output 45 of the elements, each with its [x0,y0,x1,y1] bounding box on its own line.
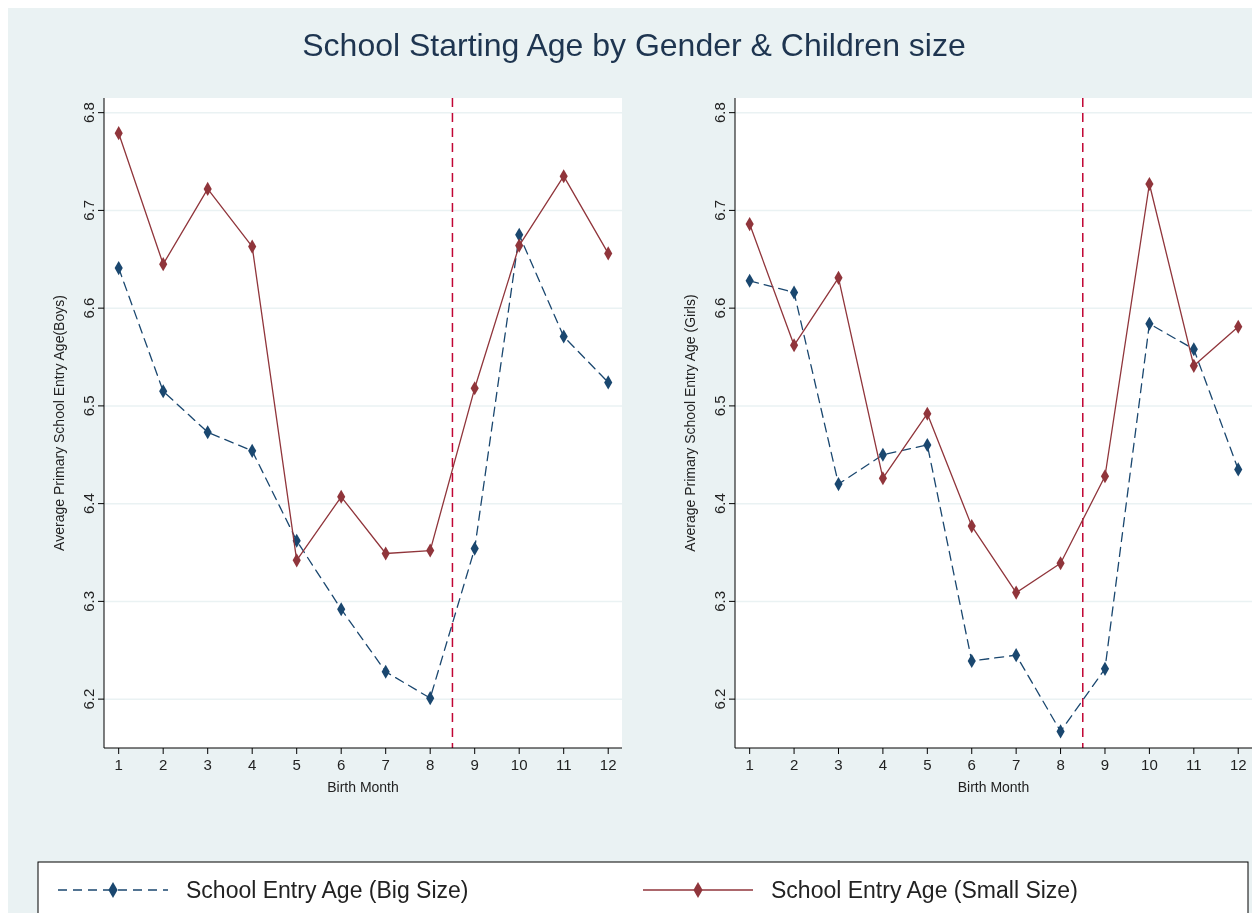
x-tick-label: 2 [789,756,799,773]
x-tick-label: 12 [599,756,617,773]
y-tick-label: 6.4 [711,493,728,515]
x-tick-label: 4 [248,756,257,773]
x-tick-label: 3 [834,756,843,773]
x-tick-label: 12 [1229,756,1247,773]
chart-title: School Starting Age by Gender & Children size [302,27,966,63]
x-tick-label: 4 [878,756,888,773]
y-tick-label: 6.3 [80,590,97,612]
y-axis-title: Average Primary School Entry Age (Girls) [682,294,698,552]
x-axis-title: Birth Month [957,779,1030,795]
x-tick-label: 9 [470,756,479,773]
y-tick-label: 6.2 [711,688,728,710]
x-tick-label: 2 [159,756,168,773]
y-tick-label: 6.6 [80,297,97,319]
x-tick-label: 10 [1141,756,1158,773]
y-tick-label: 6.4 [80,493,97,515]
y-tick-label: 6.7 [711,199,728,221]
x-tick-label: 3 [203,756,212,773]
x-tick-label: 8 [1056,756,1065,773]
x-tick-label: 6 [337,756,346,773]
x-tick-label: 1 [114,756,123,773]
y-tick-label: 6.2 [80,688,97,710]
x-tick-label: 10 [510,756,528,773]
x-tick-label: 5 [292,756,301,773]
y-tick-label: 6.5 [711,395,728,417]
x-tick-label: 9 [1100,756,1110,773]
x-tick-label: 6 [967,756,976,773]
legend-label: School Entry Age (Small Size) [771,877,1078,903]
legend-label: School Entry Age (Big Size) [186,877,469,903]
y-tick-label: 6.8 [80,102,97,124]
x-tick-label: 5 [923,756,932,773]
y-tick-label: 6.5 [80,395,97,417]
x-tick-label: 11 [1186,756,1202,773]
x-tick-label: 1 [745,756,754,773]
x-axis-title: Birth Month [327,779,399,795]
x-tick-label: 7 [381,756,390,773]
y-tick-label: 6.6 [711,297,728,319]
x-tick-label: 11 [555,756,572,773]
x-tick-label: 8 [426,756,435,773]
y-tick-label: 6.7 [80,199,97,221]
y-axis-title: Average Primary School Entry Age(Boys) [51,295,67,551]
y-tick-label: 6.3 [711,590,728,612]
x-tick-label: 7 [1011,756,1021,773]
y-tick-label: 6.8 [711,102,728,124]
